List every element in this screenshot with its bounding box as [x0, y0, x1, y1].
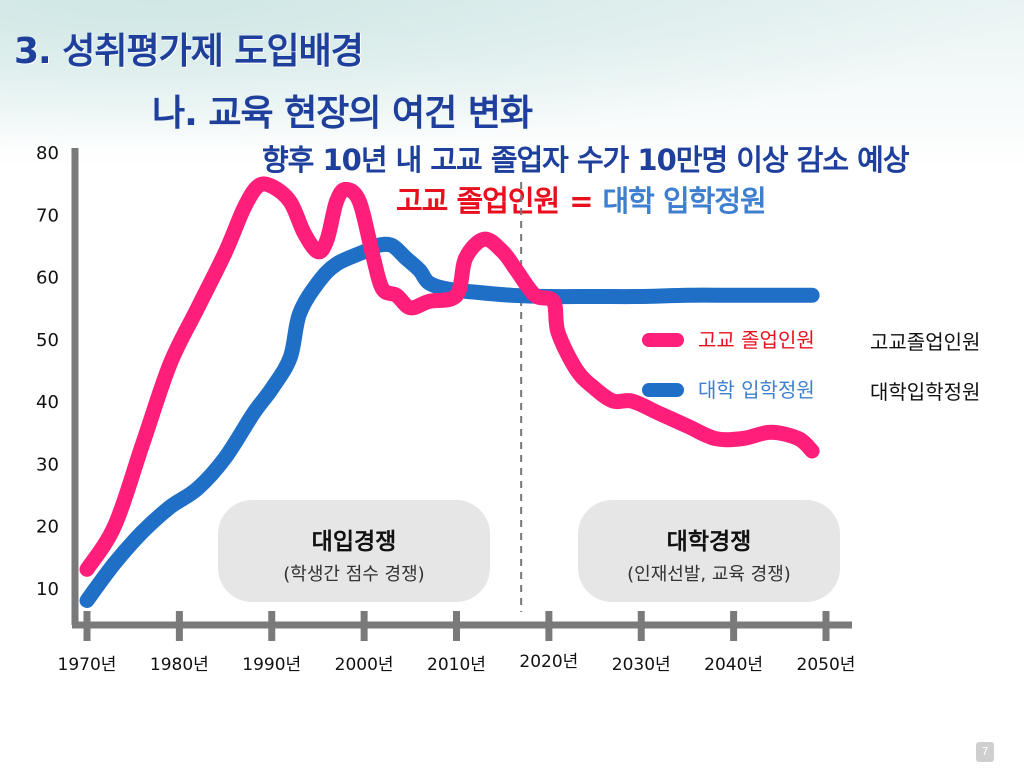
equation-left: 고교 졸업인원: [396, 184, 560, 218]
x-tick-label: 2020년: [519, 652, 578, 672]
x-tick-label: 2010년: [427, 655, 486, 675]
y-tick-labels: 10 20 30 40 50 60 70 80: [36, 143, 59, 600]
y-tick-label: 20: [36, 517, 59, 538]
page-number: 7: [976, 742, 994, 762]
equation-right: 대학 입학정원: [602, 184, 767, 218]
y-tick-label: 30: [36, 454, 59, 475]
box-title: 대입경쟁: [311, 529, 397, 555]
equation: 고교 졸업인원 = 대학 입학정원: [396, 178, 767, 220]
x-tick-label: 2000년: [335, 655, 394, 675]
x-tick-labels: 1970년 1980년 1990년 2000년 2010년 2020년 2030년 2040년…: [58, 652, 856, 675]
y-tick-label: 50: [36, 330, 59, 351]
legend-swatch: [642, 383, 684, 397]
series-line-admissions: [79, 236, 820, 608]
y-tick-label: 80: [36, 143, 59, 164]
x-tick-label: 2040년: [704, 655, 763, 675]
header-wash: [0, 0, 1024, 150]
headline-text: 향후 10년 내 고교 졸업자 수가 10만명 이상 감소 예상: [262, 143, 909, 177]
y-tick-label: 70: [36, 205, 59, 226]
x-tick-label: 1970년: [58, 655, 117, 675]
legend-swatch: [642, 333, 684, 347]
series-lines: [79, 176, 820, 608]
y-tick-label: 10: [36, 579, 59, 600]
x-tick-label: 1990년: [242, 655, 301, 675]
x-tick-label: 2030년: [612, 655, 671, 675]
box-title: 대학경쟁: [666, 529, 752, 555]
slide-title: 3. 성취평가제 도입배경: [14, 31, 364, 72]
box-desc: (학생간 점수 경쟁): [283, 564, 425, 585]
legend-label: 대학입학정원: [870, 380, 981, 404]
series-line-graduates: [79, 176, 820, 577]
competition-box-university: 대학경쟁 (인재선발, 교육 경쟁): [578, 500, 840, 602]
y-tick-label: 40: [36, 392, 59, 413]
legend-label: 고교졸업인원: [870, 330, 981, 354]
slide-subtitle: 나. 교육 현장의 여건 변화: [152, 93, 533, 134]
equation-operator: =: [569, 184, 593, 218]
box-desc: (인재선발, 교육 경쟁): [627, 564, 791, 585]
competition-box-admission: 대입경쟁 (학생간 점수 경쟁): [218, 500, 490, 602]
x-tick-label: 2050년: [797, 655, 856, 675]
legend-series-label: 대학 입학정원: [698, 378, 815, 402]
x-tick-label: 1980년: [150, 655, 209, 675]
chart-axes: [71, 148, 852, 641]
legend-series-label: 고교 졸업인원: [698, 328, 815, 352]
y-tick-label: 60: [36, 268, 59, 289]
